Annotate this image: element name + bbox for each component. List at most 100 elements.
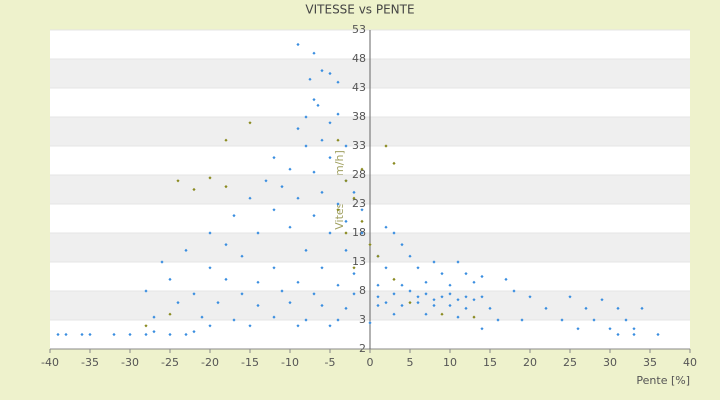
x-tick-label: 5 [407,356,414,369]
point [272,266,276,270]
point [328,121,332,125]
point [256,303,260,308]
point [568,295,572,299]
point [416,301,420,305]
point [392,312,396,316]
point [408,254,412,258]
point [304,144,308,148]
point [560,318,564,322]
point [316,103,320,107]
x-tick-label: -40 [41,356,59,369]
point [320,138,324,142]
point [352,196,356,200]
x-tick-label: -5 [325,356,336,369]
point [320,266,324,270]
y-tick-label: 8 [359,284,366,297]
point [496,318,500,322]
y-tick-label: 43 [352,81,366,94]
point [208,231,212,235]
point [280,289,284,293]
point [248,324,252,328]
x-tick-label: 25 [563,356,577,369]
point [488,306,492,310]
point [504,277,508,281]
x-tick-label: 30 [603,356,617,369]
y-tick-label: 28 [352,168,366,181]
point [328,231,332,235]
point [328,71,332,76]
point [232,318,236,322]
point [288,301,292,305]
point [256,231,260,235]
point [176,301,180,305]
point [472,280,476,284]
point [376,295,380,299]
point [352,292,356,296]
point [152,315,156,319]
point [336,138,340,142]
point [576,327,580,331]
point [432,260,436,264]
point [456,260,460,264]
point [160,260,164,264]
point [432,298,436,302]
x-tick-label: -25 [161,356,179,369]
point [392,161,396,165]
y-tick-label: 18 [352,226,366,239]
point [272,208,276,212]
point [352,272,356,276]
point [312,51,316,55]
point [344,179,348,183]
y-tick-label: 38 [352,110,366,123]
y-tick-label: 23 [352,197,366,210]
point [208,266,212,270]
point [168,277,172,281]
point [512,289,516,293]
point [224,185,228,189]
point [296,127,300,131]
point [632,332,636,337]
point [200,315,204,319]
point [248,121,252,125]
point [352,190,356,194]
point [384,266,388,270]
point [456,315,460,319]
point [296,280,300,284]
point [56,332,60,337]
point [264,179,268,183]
point [320,303,324,308]
point [440,272,444,276]
point [192,330,196,334]
point [208,176,212,180]
point [144,289,148,293]
point [400,283,404,287]
point [544,306,548,310]
point [432,303,436,308]
point [224,138,228,142]
x-tick-label: -30 [121,356,139,369]
point [336,112,340,116]
x-tick-label: 40 [683,356,697,369]
point [308,77,312,81]
point [304,115,308,119]
point [344,144,348,148]
point [168,312,172,316]
point [192,292,196,296]
point [296,42,300,47]
point [192,187,196,192]
y-tick-label: 13 [352,255,366,268]
point [440,312,444,316]
point [624,318,628,322]
x-tick-label: -15 [241,356,259,369]
point [152,330,156,334]
point [312,98,316,102]
point [224,277,228,281]
point [336,208,340,212]
point [456,298,460,302]
x-tick-label: 20 [523,356,537,369]
chart-title: VITESSE vs PENTE [305,3,414,17]
point [328,156,332,160]
point [304,248,308,252]
point [640,306,644,310]
x-tick-label: -35 [81,356,99,369]
